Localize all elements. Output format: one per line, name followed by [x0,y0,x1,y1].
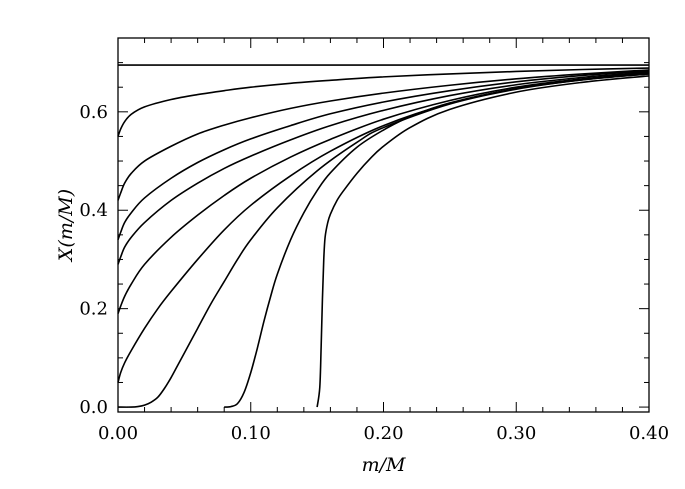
x-tick-label: 0.40 [629,423,669,444]
series-line-7 [117,73,650,408]
series-line-2 [117,69,650,201]
series-line-3 [117,70,650,241]
x-tick-label: 0.20 [363,423,403,444]
series-line-8 [224,73,650,408]
plot-frame [117,37,650,413]
y-tick-label: 0.6 [79,102,108,123]
y-tick-label: 0.0 [79,397,108,418]
y-tick-label: 0.2 [79,299,108,320]
x-tick-label: 0.10 [231,423,271,444]
x-tick-label: 0.00 [98,423,138,444]
series-line-5 [117,72,650,314]
series-lines [117,64,650,408]
tick-labels: 0.00 0.10 0.20 0.30 0.40 0.0 0.2 0.4 0.6 [79,102,669,444]
series-line-4 [117,71,650,265]
axis-ticks [117,37,650,412]
series-line-9 [316,75,650,408]
y-tick-label: 0.4 [79,200,108,221]
x-tick-label: 0.30 [496,423,536,444]
y-axis-label: X(m/M) [55,189,77,263]
series-line-1 [117,67,650,137]
x-axis-label: m/M [362,454,406,476]
